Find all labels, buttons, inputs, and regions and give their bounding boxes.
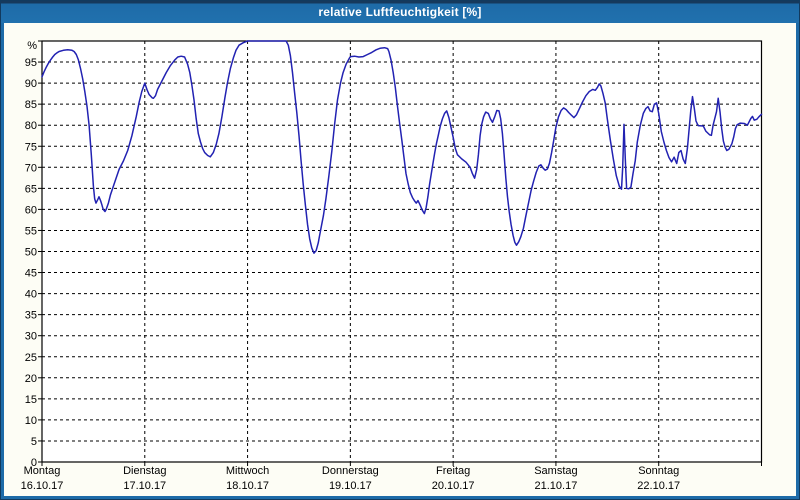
day-date-label: 20.10.17	[432, 480, 475, 492]
y-tick-label: 95	[25, 57, 37, 69]
y-tick-label: 55	[25, 225, 37, 237]
y-tick-label: 45	[25, 268, 37, 280]
day-date-label: 21.10.17	[535, 480, 578, 492]
y-tick-label: 65	[25, 183, 37, 195]
day-date-label: 17.10.17	[123, 480, 166, 492]
plot-background	[42, 41, 762, 462]
y-tick-label: 25	[25, 352, 37, 364]
day-date-label: 16.10.17	[21, 480, 64, 492]
day-name-label: Montag	[24, 465, 61, 477]
window-titlebar: relative Luftfeuchtigkeit [%]	[1, 1, 799, 23]
y-tick-label: 85	[25, 99, 37, 111]
y-tick-label: 80	[25, 120, 37, 132]
day-name-label: Mittwoch	[226, 465, 269, 477]
y-tick-label: 35	[25, 310, 37, 322]
day-name-label: Donnerstag	[322, 465, 379, 477]
y-tick-label: 75	[25, 141, 37, 153]
y-tick-label: 30	[25, 331, 37, 343]
y-tick-label: 20	[25, 373, 37, 385]
humidity-series-line	[41, 40, 763, 254]
y-axis-unit-label: %	[27, 40, 37, 52]
y-tick-label: 60	[25, 204, 37, 216]
day-name-label: Samstag	[534, 465, 577, 477]
y-tick-label: 90	[25, 78, 37, 90]
window-title: relative Luftfeuchtigkeit [%]	[318, 5, 482, 19]
day-date-label: 19.10.17	[329, 480, 372, 492]
day-name-label: Freitag	[436, 465, 470, 477]
y-tick-label: 50	[25, 247, 37, 259]
y-tick-label: 5	[31, 436, 37, 448]
y-tick-label: 70	[25, 162, 37, 174]
day-name-label: Dienstag	[123, 465, 166, 477]
y-tick-label: 15	[25, 394, 37, 406]
day-date-label: 22.10.17	[637, 480, 680, 492]
y-tick-label: 0	[31, 457, 37, 469]
y-tick-label: 10	[25, 415, 37, 427]
y-tick-label: 40	[25, 289, 37, 301]
day-name-label: Sonntag	[638, 465, 679, 477]
day-date-label: 18.10.17	[226, 480, 269, 492]
